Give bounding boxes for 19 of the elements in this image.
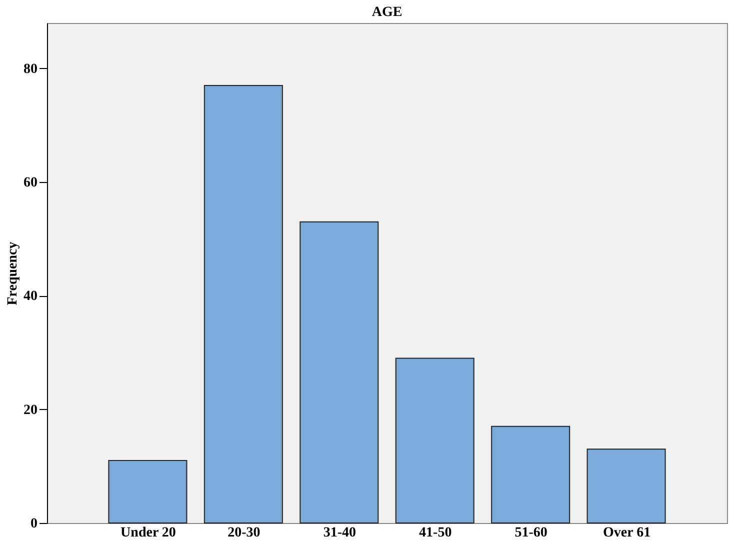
y-tick-label: 40 [24,289,38,304]
bar [586,448,666,524]
bar [204,85,283,524]
bar [108,460,188,524]
y-tick-label: 0 [30,516,38,532]
y-axis-title: Frequency [6,242,20,306]
x-tick-label: Over 61 [602,526,651,540]
x-tick-label: 20-30 [228,526,260,540]
x-tick-label: 31-40 [323,526,356,540]
x-tick-label: 51-60 [514,526,548,540]
y-tick-label: 20 [24,402,38,418]
bar [491,426,570,524]
x-tick-label: 41-50 [419,526,452,540]
bar [300,221,379,524]
y-tick-label: 60 [24,176,38,191]
bar [395,358,474,524]
x-tick-label: Under 20 [120,526,176,540]
y-tick-label: 80 [24,62,38,77]
chart-title: AGE [372,5,402,20]
